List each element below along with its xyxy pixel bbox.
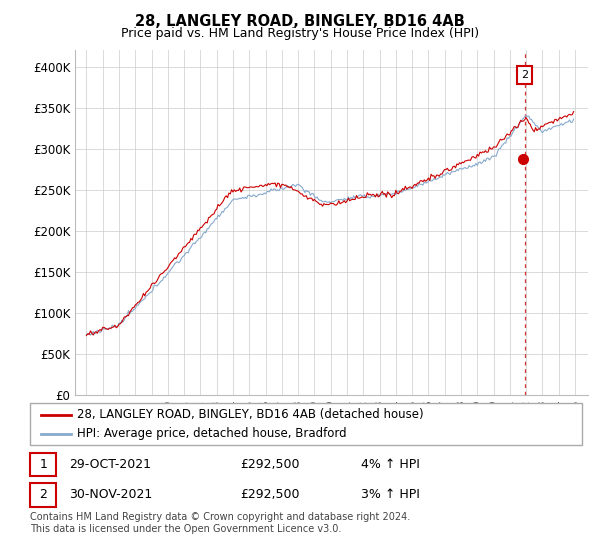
Text: Price paid vs. HM Land Registry's House Price Index (HPI): Price paid vs. HM Land Registry's House … bbox=[121, 27, 479, 40]
Text: 30-NOV-2021: 30-NOV-2021 bbox=[68, 488, 152, 501]
Bar bbox=[30, 452, 56, 476]
Text: 4% ↑ HPI: 4% ↑ HPI bbox=[361, 458, 420, 471]
Text: 3% ↑ HPI: 3% ↑ HPI bbox=[361, 488, 420, 501]
Text: 1: 1 bbox=[40, 458, 47, 471]
Text: 2: 2 bbox=[521, 70, 528, 80]
Text: £292,500: £292,500 bbox=[240, 458, 299, 471]
Text: 28, LANGLEY ROAD, BINGLEY, BD16 4AB (detached house): 28, LANGLEY ROAD, BINGLEY, BD16 4AB (det… bbox=[77, 408, 424, 421]
Text: HPI: Average price, detached house, Bradford: HPI: Average price, detached house, Brad… bbox=[77, 427, 347, 440]
Bar bbox=[30, 483, 56, 507]
Text: 29-OCT-2021: 29-OCT-2021 bbox=[68, 458, 151, 471]
Text: £292,500: £292,500 bbox=[240, 488, 299, 501]
Text: 2: 2 bbox=[40, 488, 47, 501]
Text: Contains HM Land Registry data © Crown copyright and database right 2024.
This d: Contains HM Land Registry data © Crown c… bbox=[30, 512, 410, 534]
Text: 28, LANGLEY ROAD, BINGLEY, BD16 4AB: 28, LANGLEY ROAD, BINGLEY, BD16 4AB bbox=[135, 14, 465, 29]
